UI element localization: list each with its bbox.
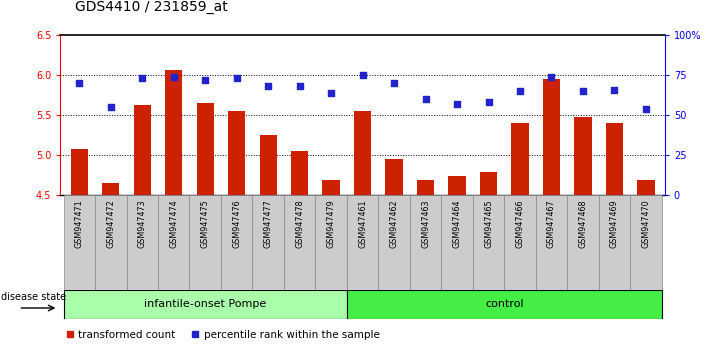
Bar xyxy=(347,290,662,319)
Text: GSM947468: GSM947468 xyxy=(579,199,587,248)
Point xyxy=(74,80,85,86)
Text: GSM947465: GSM947465 xyxy=(484,199,493,248)
Bar xyxy=(190,195,221,290)
Bar xyxy=(449,176,466,195)
Bar xyxy=(417,181,434,195)
Bar xyxy=(606,123,623,195)
Text: GSM947478: GSM947478 xyxy=(295,199,304,248)
Text: GSM947466: GSM947466 xyxy=(515,199,525,248)
Point xyxy=(640,106,651,112)
Point xyxy=(514,88,525,94)
Point xyxy=(483,99,494,105)
Text: GSM947474: GSM947474 xyxy=(169,199,178,248)
Text: GSM947479: GSM947479 xyxy=(326,199,336,248)
Text: infantile-onset Pompe: infantile-onset Pompe xyxy=(144,299,267,309)
Point xyxy=(451,101,463,107)
Bar xyxy=(535,195,567,290)
Point xyxy=(388,80,400,86)
Point xyxy=(200,77,211,83)
Point xyxy=(168,74,179,80)
Bar xyxy=(385,159,402,195)
Bar xyxy=(158,195,190,290)
Bar xyxy=(70,149,88,195)
Bar xyxy=(637,181,655,195)
Bar xyxy=(480,172,497,195)
Text: GSM947467: GSM947467 xyxy=(547,199,556,248)
Bar xyxy=(511,123,529,195)
Bar xyxy=(354,111,371,195)
Bar xyxy=(63,195,95,290)
Point xyxy=(262,84,274,89)
Bar xyxy=(504,195,535,290)
Text: GSM947470: GSM947470 xyxy=(641,199,651,248)
Text: GSM947472: GSM947472 xyxy=(107,199,115,248)
Text: GSM947463: GSM947463 xyxy=(421,199,430,248)
Bar xyxy=(347,195,378,290)
Bar xyxy=(221,195,252,290)
Bar xyxy=(323,181,340,195)
Text: GSM947471: GSM947471 xyxy=(75,199,84,248)
Bar xyxy=(252,195,284,290)
Bar xyxy=(316,195,347,290)
Point xyxy=(326,90,337,96)
Point xyxy=(357,72,368,78)
Bar xyxy=(291,151,309,195)
Bar xyxy=(567,195,599,290)
Legend: transformed count, percentile rank within the sample: transformed count, percentile rank withi… xyxy=(65,330,380,339)
Text: GSM947464: GSM947464 xyxy=(452,199,461,248)
Text: GSM947475: GSM947475 xyxy=(201,199,210,248)
Bar xyxy=(284,195,316,290)
Bar xyxy=(165,70,183,195)
Bar xyxy=(473,195,504,290)
Point xyxy=(137,75,148,81)
Bar xyxy=(542,79,560,195)
Bar xyxy=(574,118,592,195)
Point xyxy=(105,104,117,110)
Text: GSM947462: GSM947462 xyxy=(390,199,399,248)
Point xyxy=(231,75,242,81)
Text: GDS4410 / 231859_at: GDS4410 / 231859_at xyxy=(75,0,228,14)
Bar xyxy=(95,195,127,290)
Bar xyxy=(63,290,347,319)
Bar xyxy=(260,135,277,195)
Bar xyxy=(102,183,119,195)
Point xyxy=(420,96,432,102)
Point xyxy=(294,84,305,89)
Point xyxy=(577,88,589,94)
Text: disease state: disease state xyxy=(1,292,67,302)
Bar xyxy=(630,195,662,290)
Bar xyxy=(410,195,442,290)
Bar xyxy=(442,195,473,290)
Text: control: control xyxy=(485,299,523,309)
Text: GSM947461: GSM947461 xyxy=(358,199,367,248)
Bar xyxy=(134,105,151,195)
Point xyxy=(609,87,620,92)
Text: GSM947476: GSM947476 xyxy=(232,199,241,248)
Text: GSM947469: GSM947469 xyxy=(610,199,619,248)
Bar xyxy=(599,195,630,290)
Bar xyxy=(228,111,245,195)
Bar xyxy=(378,195,410,290)
Text: GSM947477: GSM947477 xyxy=(264,199,273,248)
Bar xyxy=(196,103,214,195)
Point xyxy=(546,74,557,80)
Bar xyxy=(127,195,158,290)
Text: GSM947473: GSM947473 xyxy=(138,199,146,248)
